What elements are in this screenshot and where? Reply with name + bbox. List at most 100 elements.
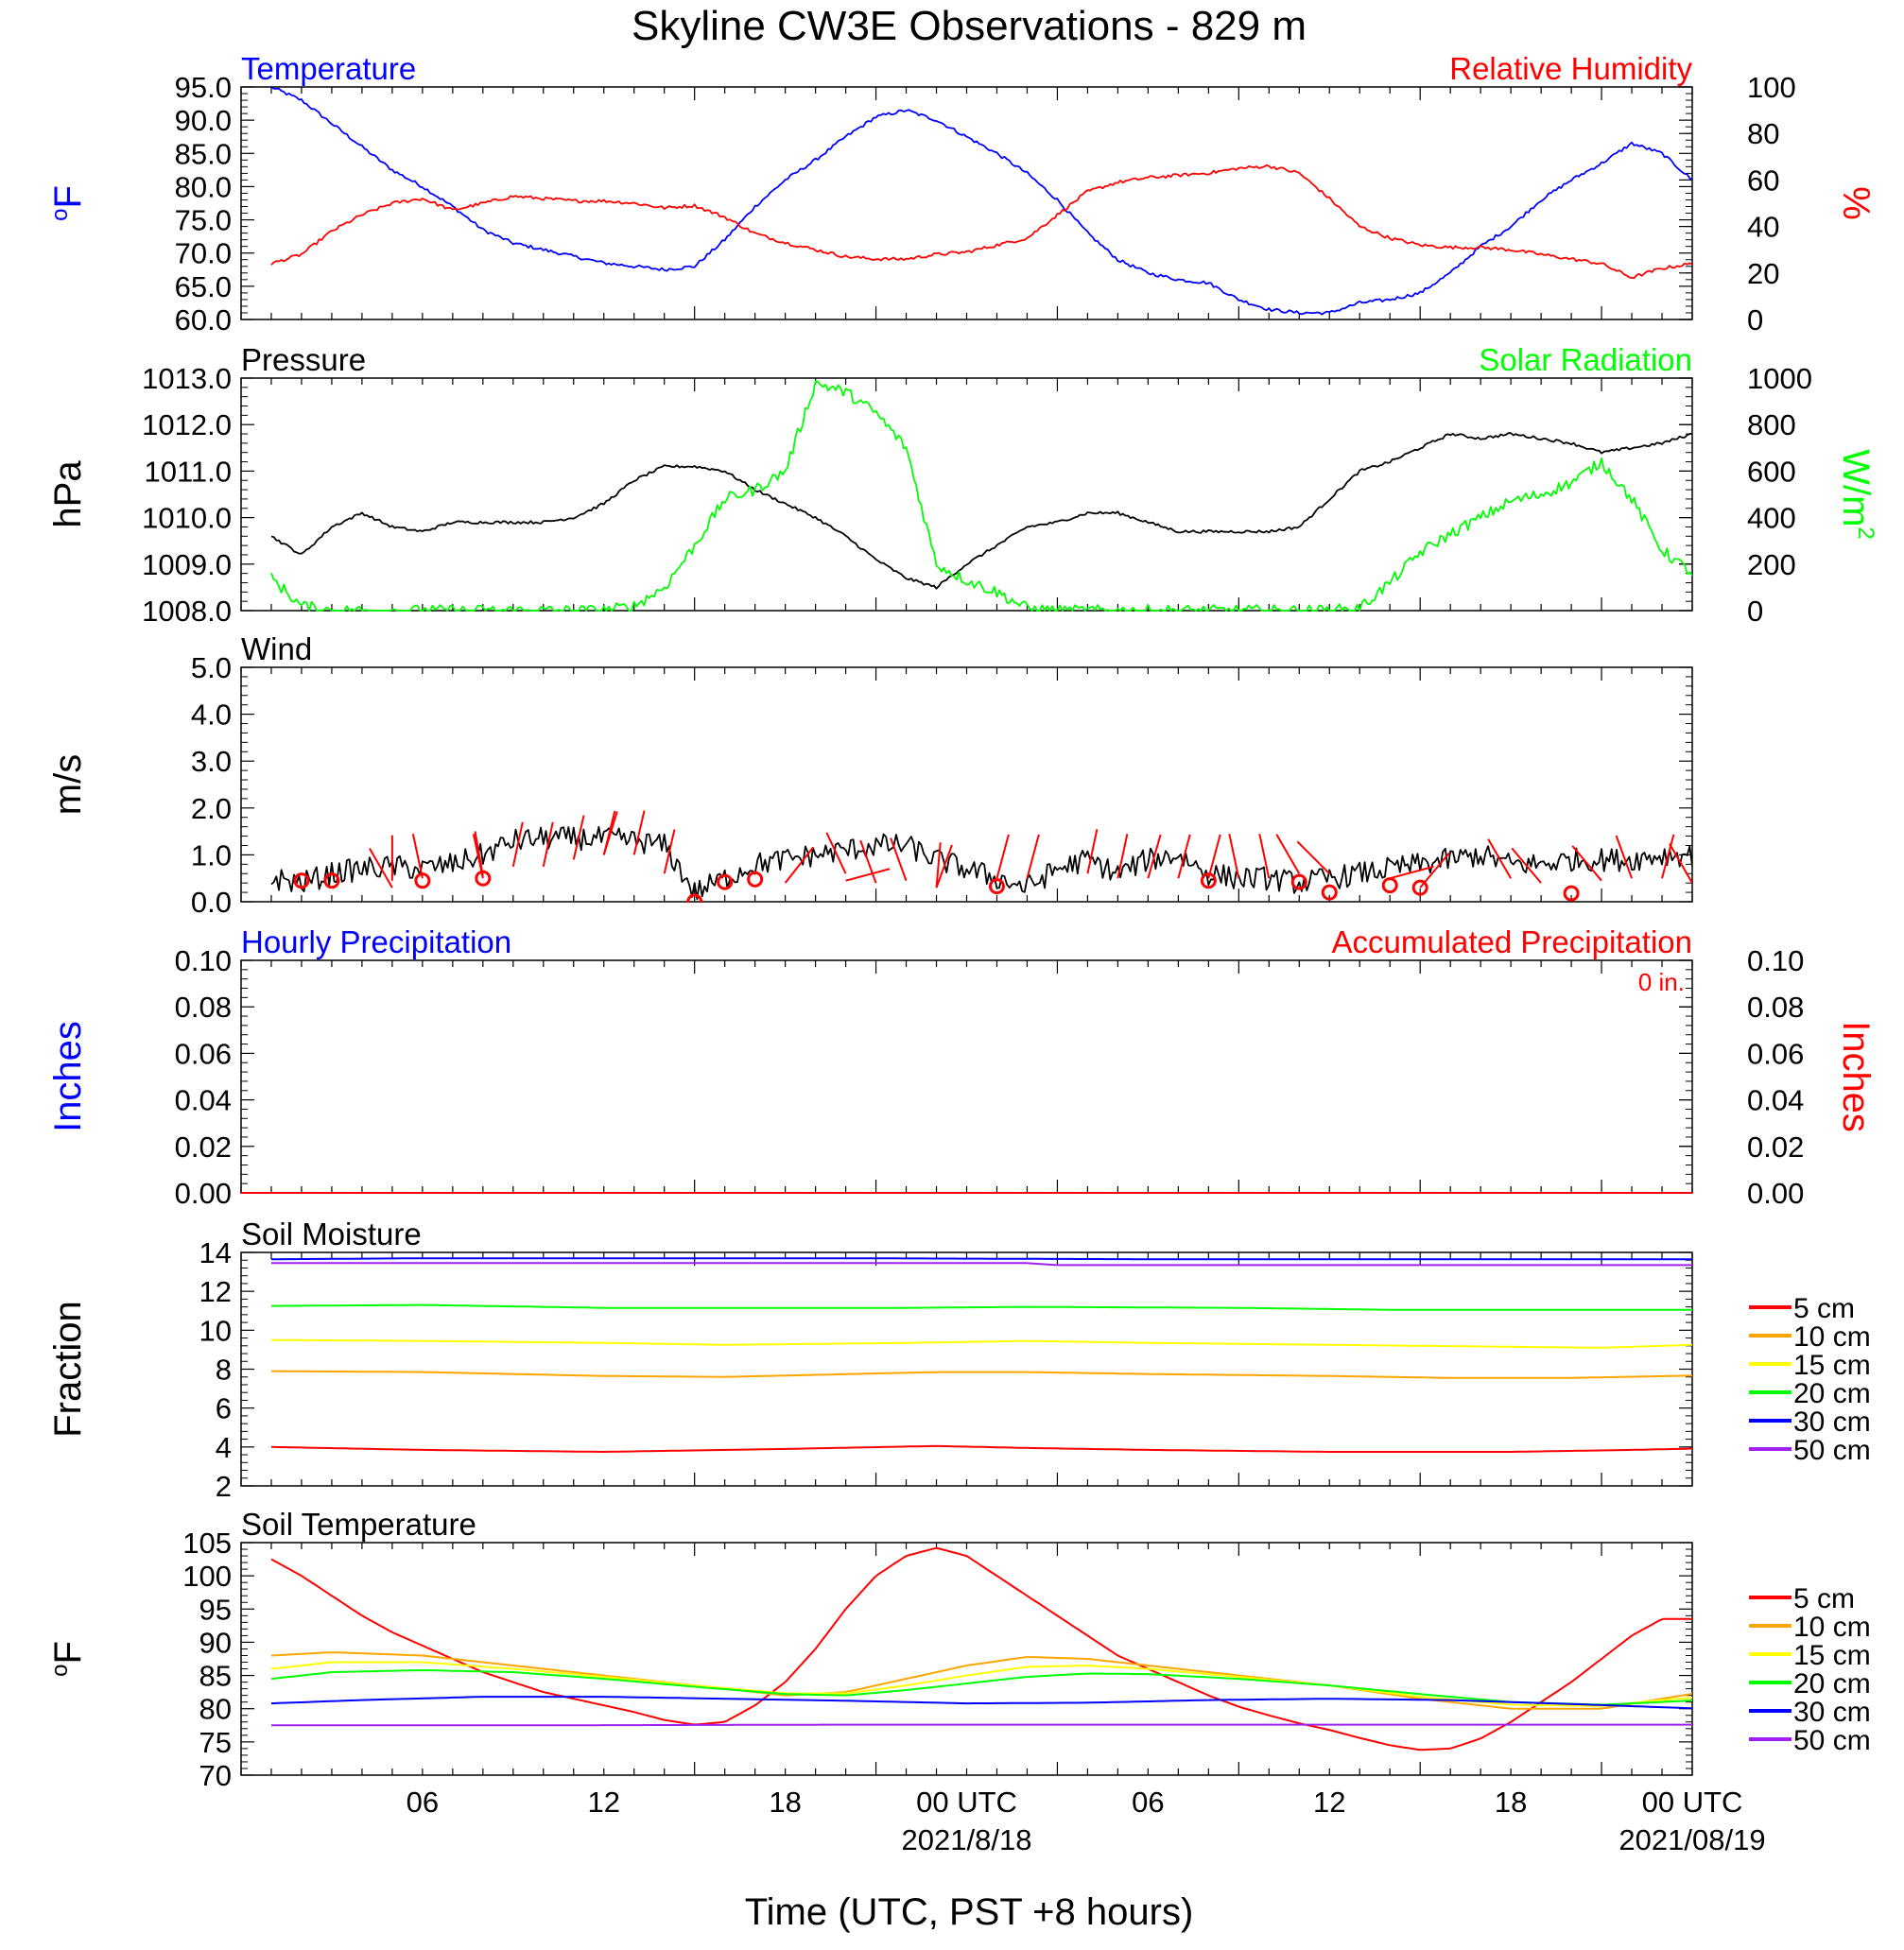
legend-label: 5 cm xyxy=(1793,1583,1855,1614)
y-axis-label-right-text: W/m2 xyxy=(1835,449,1878,540)
series-line-1 xyxy=(270,1651,1692,1710)
y-axis-label-left-text: hPa xyxy=(47,460,89,528)
y-tick-label-left: 80.0 xyxy=(175,170,232,203)
y-tick-label-right: 200 xyxy=(1747,548,1796,581)
y-tick-label-right: 0 xyxy=(1747,595,1763,628)
wind-barb xyxy=(890,837,908,882)
panel-title-right: Accumulated Precipitation xyxy=(1331,924,1692,959)
wind-barb xyxy=(1258,834,1271,879)
wind-barb xyxy=(572,815,585,860)
legend-label: 20 cm xyxy=(1793,1378,1871,1409)
wind-barb xyxy=(411,834,424,879)
panel-title-left: Soil Temperature xyxy=(241,1507,476,1542)
legend-label: 15 cm xyxy=(1793,1350,1871,1381)
y-tick-label-left: 0.00 xyxy=(175,1177,232,1210)
series-line-1 xyxy=(270,379,1692,612)
y-tick-label-left: 0.02 xyxy=(175,1130,232,1164)
series-line-2 xyxy=(270,1338,1692,1349)
y-tick-label-left: 10 xyxy=(199,1314,232,1347)
y-tick-label-left: 100 xyxy=(182,1560,232,1593)
y-tick-label-right: 0.08 xyxy=(1747,991,1804,1024)
y-tick-label-right: 1000 xyxy=(1747,362,1812,395)
y-tick-label-left: 0.06 xyxy=(175,1037,232,1070)
y-axis-label-left-text: Fraction xyxy=(47,1301,89,1438)
calm-wind-marker xyxy=(323,872,340,889)
legend-label: 10 cm xyxy=(1793,1612,1871,1643)
calm-wind-marker xyxy=(1200,872,1217,889)
wind-barb xyxy=(1571,845,1602,882)
y-tick-label-left: 0.10 xyxy=(175,944,232,977)
y-tick-label-left: 8 xyxy=(216,1354,232,1387)
series-line-4 xyxy=(271,1257,1692,1261)
wind-barb xyxy=(935,842,942,889)
legend-label: 50 cm xyxy=(1793,1725,1871,1756)
series-line-0 xyxy=(270,1444,1692,1453)
y-tick-label-right: 0 xyxy=(1747,303,1763,337)
series-group xyxy=(270,1547,1692,1752)
calm-wind-marker xyxy=(1290,873,1307,890)
y-axis-label-left-text: m/s xyxy=(47,754,89,815)
y-tick-label-left: 1013.0 xyxy=(142,362,232,395)
y-axis-label-left: oF xyxy=(47,1641,89,1677)
calm-wind-marker xyxy=(747,871,764,888)
x-tick-label: 18 xyxy=(769,1786,801,1819)
y-tick-label-left: 65.0 xyxy=(175,270,232,303)
panel-precip: 0.00 0.02 0.04 0.06 0.08 0.10 0.00 0.02 0.04 0.06… xyxy=(47,924,1877,1210)
panel-title-right: Relative Humidity xyxy=(1449,51,1692,86)
y-tick-label-left: 0.08 xyxy=(175,991,232,1024)
y-tick-label-left: 90 xyxy=(199,1626,232,1659)
y-tick-label-left: 2.0 xyxy=(191,792,232,825)
wind-barb xyxy=(1116,834,1129,879)
panel-title-left: Temperature xyxy=(241,51,416,86)
calm-wind-marker xyxy=(1563,885,1580,902)
wind-barb xyxy=(1487,838,1512,879)
calm-wind-marker xyxy=(1381,877,1398,894)
wind-barb xyxy=(1511,847,1542,884)
wind-barb xyxy=(1207,834,1221,879)
y-tick-label-right: 800 xyxy=(1747,408,1796,441)
wind-barb xyxy=(542,821,554,868)
wind-barb xyxy=(845,868,891,882)
y-tick-label-left: 75.0 xyxy=(175,204,232,237)
y-axis-label-right: W/m2 xyxy=(1835,449,1878,540)
y-tick-label-left: 105 xyxy=(182,1527,232,1560)
y-tick-label-left: 1011.0 xyxy=(144,455,232,488)
y-tick-label-right: 0.10 xyxy=(1747,944,1804,977)
y-tick-label-left: 12 xyxy=(199,1275,232,1308)
series-line-4 xyxy=(270,1696,1692,1710)
series-group xyxy=(270,810,1692,903)
panel-frame xyxy=(240,377,1693,612)
calm-wind-marker xyxy=(414,872,431,889)
y-tick-label-right: 600 xyxy=(1747,455,1796,488)
y-tick-label-left: 70.0 xyxy=(175,237,232,270)
y-tick-label-left: 4 xyxy=(216,1431,232,1464)
series-line-3 xyxy=(270,1669,1692,1706)
y-tick-label-left: 14 xyxy=(199,1236,232,1269)
legend-label: 30 cm xyxy=(1793,1406,1871,1438)
x-date-label: 2021/08/19 xyxy=(1618,1823,1765,1856)
wind-barb xyxy=(1228,834,1240,879)
wind-barb xyxy=(1026,834,1040,879)
wind-barb xyxy=(935,844,953,889)
wind-barb xyxy=(995,834,1010,879)
x-date-label: 2021/8/18 xyxy=(902,1823,1032,1856)
wind-barb xyxy=(511,821,524,868)
y-tick-label-left: 5.0 xyxy=(191,651,232,684)
y-tick-label-left: 1010.0 xyxy=(142,502,232,535)
panel-wind: 0.0 1.0 2.0 3.0 4.0 5.0 Wind m/s xyxy=(47,631,1693,919)
wind-barb xyxy=(474,831,484,876)
panel-title-left: Wind xyxy=(241,631,312,666)
y-axis-label-right-text: % xyxy=(1835,186,1877,220)
series-line-3 xyxy=(271,1303,1692,1311)
y-tick-label-left: 1009.0 xyxy=(142,548,232,581)
x-tick-label: 12 xyxy=(588,1786,620,1819)
y-tick-label-right: 60 xyxy=(1747,164,1779,197)
series-group xyxy=(270,1257,1692,1453)
y-tick-label-right: 0.02 xyxy=(1747,1130,1804,1164)
y-tick-label-left: 95 xyxy=(199,1593,232,1626)
y-tick-label-left: 0.04 xyxy=(175,1084,232,1117)
panel-title-left: Soil Moisture xyxy=(241,1217,422,1251)
